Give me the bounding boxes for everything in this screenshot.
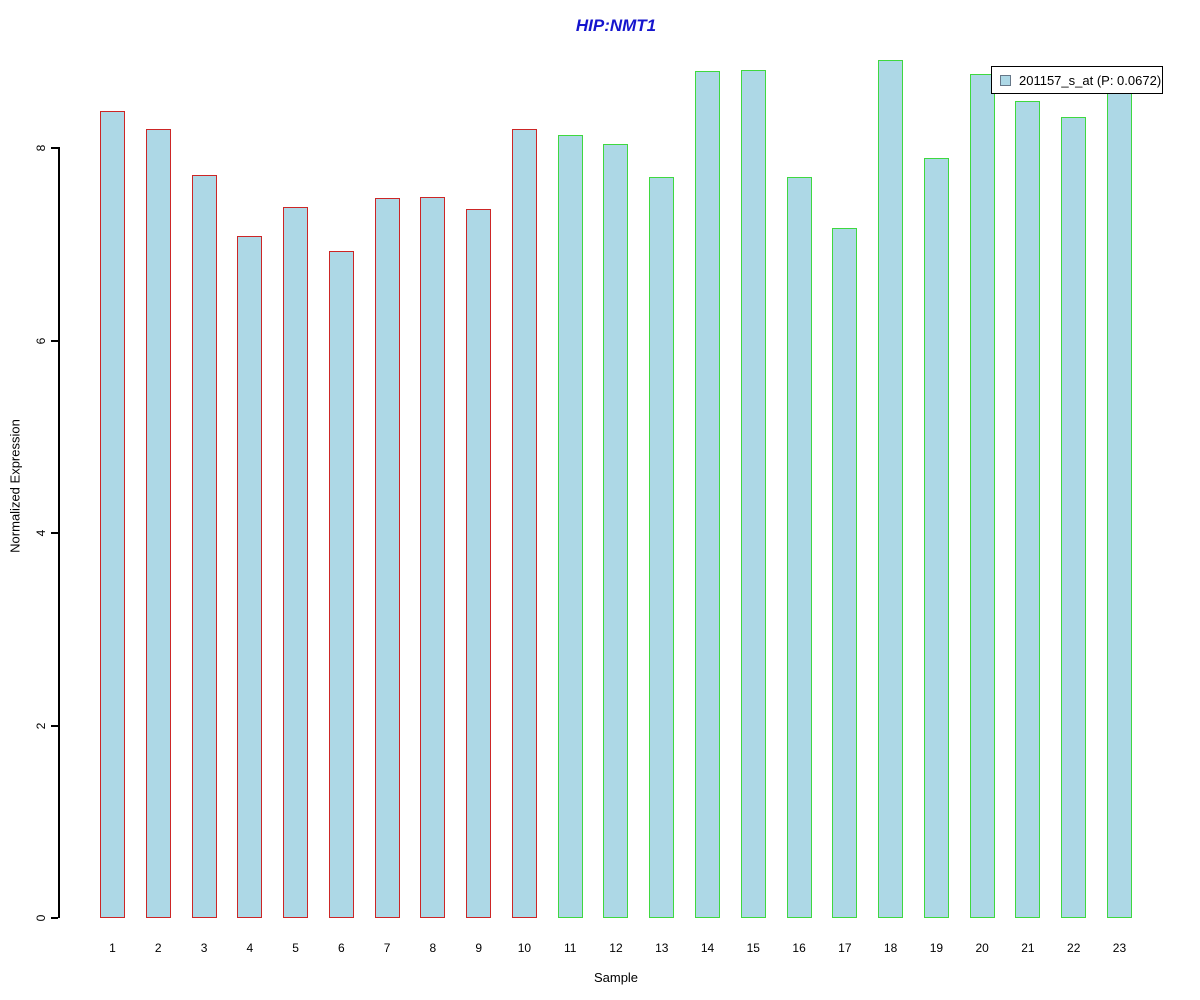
bar-sample-9 (466, 208, 492, 918)
bar-sample-8 (420, 197, 446, 918)
x-tick-label: 16 (792, 941, 806, 955)
bar-sample-3 (191, 174, 217, 918)
bar-sample-18 (878, 60, 904, 918)
chart-title: HIP:NMT1 (575, 16, 657, 35)
bar-sample-7 (374, 198, 400, 918)
bar-sample-2 (145, 128, 171, 918)
bar-sample-14 (695, 71, 721, 918)
bar-sample-13 (649, 176, 675, 918)
bar-sample-22 (1061, 117, 1087, 918)
bar-sample-16 (786, 176, 812, 918)
bar-sample-19 (923, 157, 949, 918)
x-tick-label: 18 (883, 941, 898, 955)
x-tick-label: 1 (109, 941, 116, 955)
bar-sample-15 (740, 70, 766, 918)
x-tick-label: 22 (1067, 941, 1081, 955)
x-tick-label: 11 (563, 941, 577, 955)
y-axis-line (58, 147, 60, 918)
legend: 201157_s_at (P: 0.0672) (991, 66, 1163, 94)
x-tick-label: 2 (154, 941, 162, 955)
bar-sample-12 (603, 144, 629, 918)
y-tick-label: 2 (34, 722, 48, 729)
bar-sample-1 (100, 111, 125, 918)
legend-label: 201157_s_at (P: 0.0672) (1019, 72, 1162, 88)
x-tick-label: 21 (1021, 941, 1035, 955)
bar-sample-5 (283, 206, 309, 918)
x-tick-label: 5 (292, 941, 299, 955)
x-tick-label: 10 (517, 941, 532, 955)
y-tick-mark (51, 339, 58, 342)
bar-sample-20 (969, 73, 995, 918)
y-tick-label: 6 (34, 337, 48, 344)
y-tick-mark (51, 724, 58, 727)
x-tick-label: 23 (1112, 941, 1127, 955)
x-tick-label: 8 (429, 941, 437, 955)
x-tick-label: 20 (975, 941, 989, 955)
x-tick-label: 14 (700, 941, 715, 955)
bar-sample-11 (557, 135, 583, 918)
y-tick-mark (51, 917, 58, 919)
bar-sample-17 (832, 227, 858, 918)
bar-sample-6 (328, 250, 354, 918)
y-axis-title: Normalized Expression (7, 419, 23, 553)
bar-sample-23 (1106, 88, 1132, 918)
x-tick-label: 9 (475, 941, 483, 955)
x-tick-label: 4 (246, 941, 254, 955)
x-tick-label: 13 (655, 941, 669, 955)
x-tick-label: 15 (746, 941, 760, 955)
x-axis-title: Sample (593, 970, 639, 985)
x-tick-label: 17 (838, 941, 852, 955)
x-tick-label: 6 (338, 941, 345, 955)
y-tick-label: 0 (34, 914, 48, 922)
bar-sample-4 (237, 235, 263, 918)
bar-sample-21 (1015, 100, 1041, 918)
legend-swatch-icon (1000, 74, 1011, 86)
bar-sample-10 (511, 128, 537, 918)
y-tick-label: 4 (34, 529, 48, 537)
x-tick-label: 7 (383, 941, 391, 955)
y-tick-mark (51, 147, 58, 149)
x-tick-label: 3 (200, 941, 208, 955)
y-tick-label: 8 (34, 144, 48, 152)
x-tick-label: 12 (609, 941, 623, 955)
y-tick-mark (51, 532, 58, 534)
x-tick-label: 19 (929, 941, 944, 955)
